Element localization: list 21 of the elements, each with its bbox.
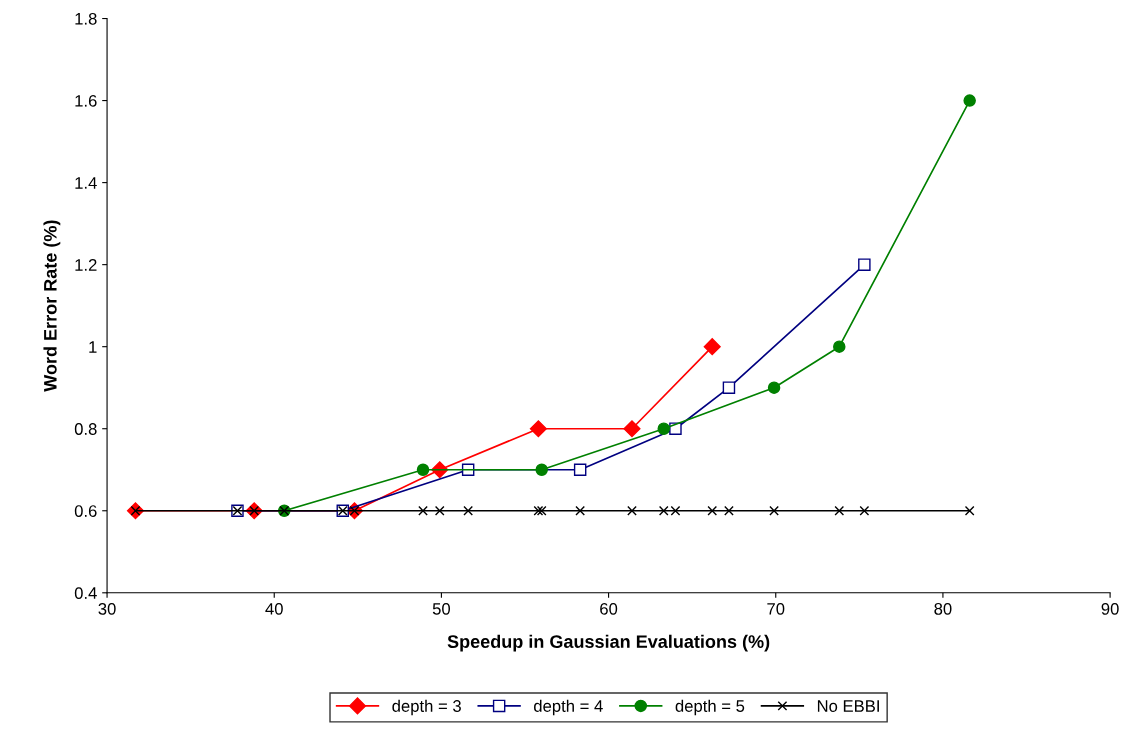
y-tick-label: 1.6 [75,94,97,107]
y-tick-label: 1.8 [75,12,97,25]
y-tick-label: 0.4 [74,587,97,599]
legend-label: depth = 4 [534,699,603,716]
x-tick-label: 40 [265,602,283,615]
y-axis-title: Word Error Rate (%) [43,220,61,392]
x-tick-label: 80 [934,602,952,615]
legend-label: No EBBI [817,700,879,712]
x-tick-label: 50 [432,602,451,615]
x-tick-label: 30 [98,602,116,615]
legend-label: depth = 5 [675,699,745,716]
x-tick-label: 90 [1101,602,1119,615]
y-tick-label: 1.4 [75,177,97,189]
legend-label: depth = 3 [392,699,461,716]
y-tick-label: 1.2 [75,259,97,271]
y-tick-label: 0.6 [74,505,97,517]
y-tick-label: 1 [89,341,97,353]
x-tick-label: 70 [767,602,785,615]
x-axis-title: Speedup in Gaussian Evaluations (%) [447,634,770,652]
x-tick-label: 60 [600,602,618,615]
y-tick-label: 0.8 [74,423,97,435]
